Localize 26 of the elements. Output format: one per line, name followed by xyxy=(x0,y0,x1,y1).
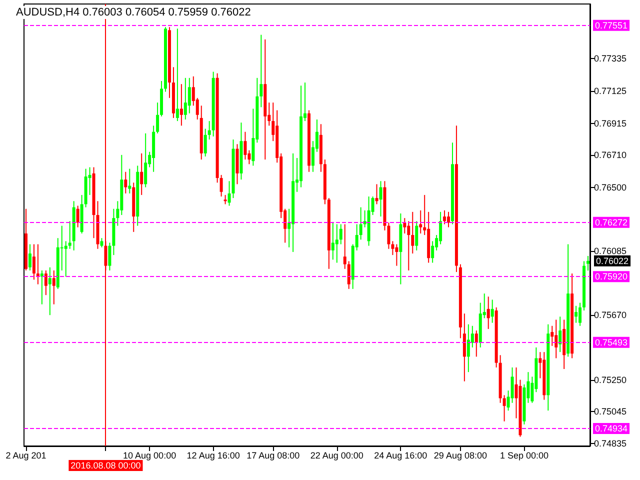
chart-title: AUDUSD,H4 0.76003 0.76054 0.75959 0.76022 xyxy=(16,6,251,18)
ref-line-label: 0.77551 xyxy=(595,20,628,30)
x-tick-label: 2016.08.08 00:00 xyxy=(70,460,141,470)
y-tick-label: 0.76085 xyxy=(594,246,627,256)
x-tick-label: 12 Aug 16:00 xyxy=(186,450,240,460)
x-tick-label: 10 Aug 00:00 xyxy=(123,450,176,460)
x-tick-label: 17 Aug 08:00 xyxy=(246,450,300,460)
y-tick-label: 0.75045 xyxy=(594,406,627,416)
x-tick-label: 2 Aug 201 xyxy=(6,450,46,460)
x-tick-label: 22 Aug 00:00 xyxy=(310,450,364,460)
y-tick-label: 0.75670 xyxy=(594,310,627,320)
y-tick-label: 0.77125 xyxy=(594,86,627,96)
y-tick-label: 0.75250 xyxy=(594,374,627,385)
ref-line-label: 0.75920 xyxy=(595,272,628,282)
y-tick-label: 0.77335 xyxy=(594,54,627,64)
ref-line-label: 0.74934 xyxy=(595,423,628,434)
x-tick-label: 1 Sep 00:00 xyxy=(500,450,549,460)
y-tick-label: 0.76915 xyxy=(594,118,627,128)
y-tick-label: 0.76500 xyxy=(594,182,627,192)
ref-line-label: 0.76272 xyxy=(595,217,628,228)
x-tick-label: 29 Aug 08:00 xyxy=(434,450,487,460)
y-tick-label: 0.76710 xyxy=(594,150,627,160)
x-tick-label: 24 Aug 16:00 xyxy=(374,450,428,460)
text: 0.76022 xyxy=(596,256,629,266)
y-tick-label: 0.74835 xyxy=(594,438,627,449)
ref-line-label: 0.75493 xyxy=(595,337,628,348)
